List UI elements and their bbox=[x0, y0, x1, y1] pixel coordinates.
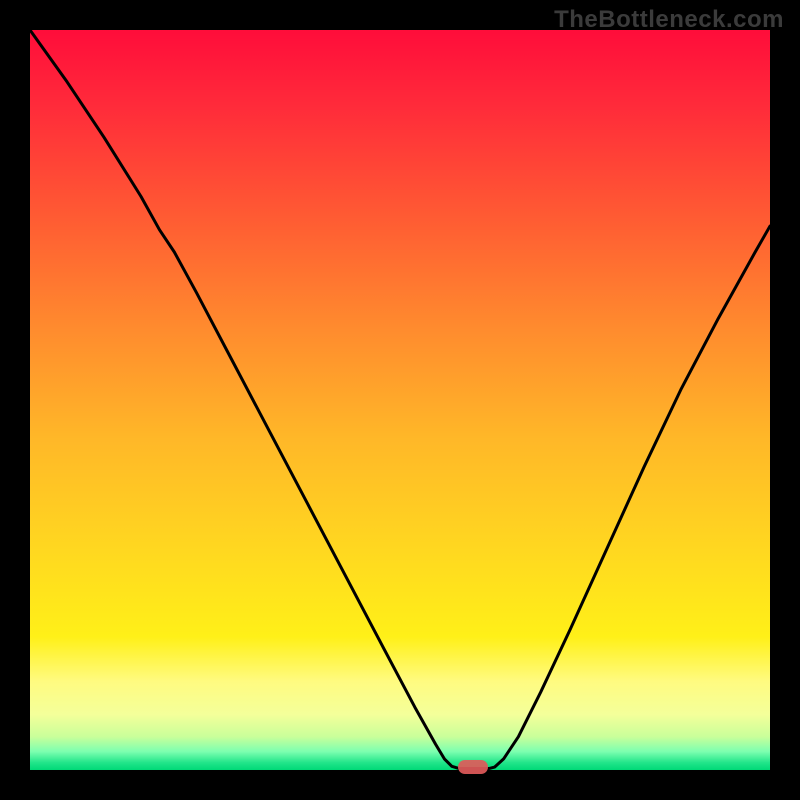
gradient-background bbox=[30, 30, 770, 770]
plot-svg bbox=[30, 30, 770, 770]
chart-root: TheBottleneck.com bbox=[0, 0, 800, 800]
plot-area bbox=[30, 30, 770, 770]
watermark-text: TheBottleneck.com bbox=[554, 6, 784, 34]
optimum-marker bbox=[458, 760, 488, 774]
